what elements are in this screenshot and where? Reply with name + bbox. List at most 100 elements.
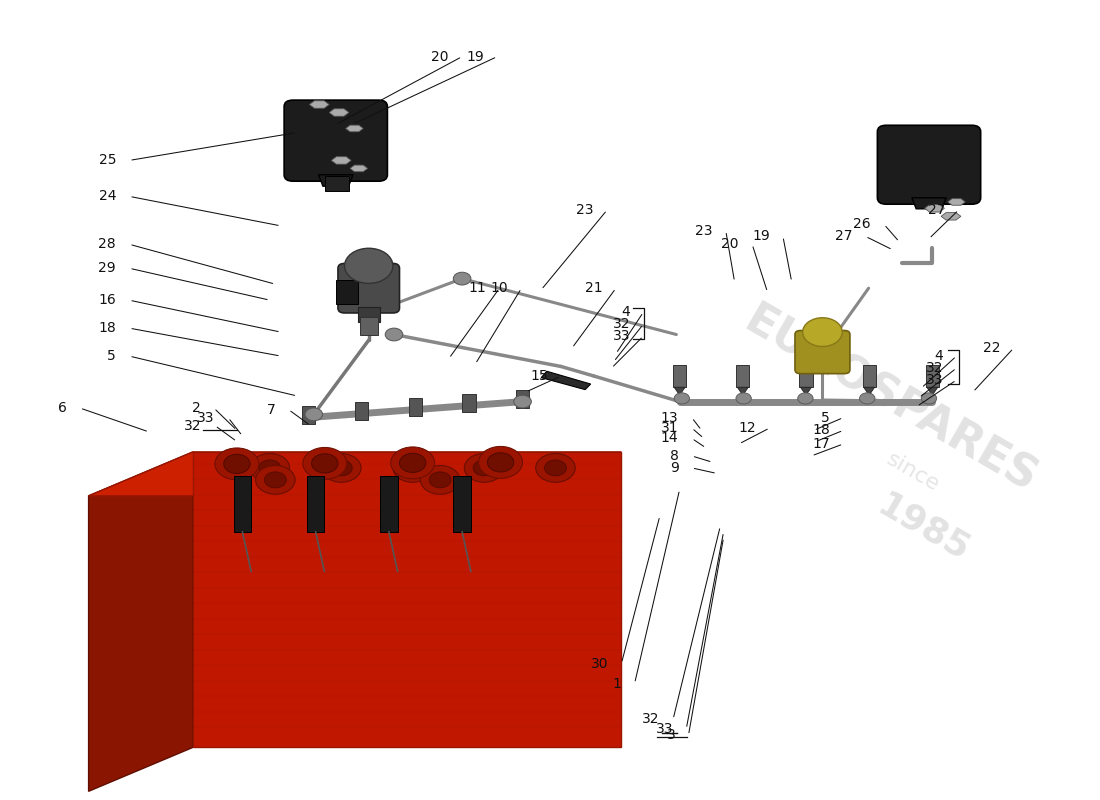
Circle shape xyxy=(420,466,460,494)
Text: 16: 16 xyxy=(98,293,116,307)
Text: 13: 13 xyxy=(661,410,679,425)
Text: 2: 2 xyxy=(191,401,200,415)
Text: 28: 28 xyxy=(98,238,116,251)
Text: 17: 17 xyxy=(813,437,830,451)
FancyBboxPatch shape xyxy=(338,263,399,313)
Circle shape xyxy=(453,272,471,285)
Text: 8: 8 xyxy=(670,449,679,463)
Circle shape xyxy=(390,447,435,479)
Bar xyxy=(862,365,876,387)
Text: 32: 32 xyxy=(926,361,944,375)
Text: 6: 6 xyxy=(57,401,67,415)
Text: 27: 27 xyxy=(928,203,946,217)
Text: 18: 18 xyxy=(813,423,830,438)
Bar xyxy=(307,476,324,532)
Bar xyxy=(453,476,471,532)
Polygon shape xyxy=(801,387,812,395)
Polygon shape xyxy=(89,452,192,791)
Polygon shape xyxy=(674,387,685,395)
Polygon shape xyxy=(925,205,945,212)
Circle shape xyxy=(264,472,286,488)
Text: 12: 12 xyxy=(739,421,757,435)
Bar xyxy=(409,398,422,416)
Text: 7: 7 xyxy=(266,402,275,417)
Text: 33: 33 xyxy=(197,410,215,425)
Circle shape xyxy=(311,454,338,473)
Bar xyxy=(673,365,686,387)
Circle shape xyxy=(674,393,690,404)
Text: 3: 3 xyxy=(667,729,675,742)
Text: since: since xyxy=(882,449,943,495)
FancyBboxPatch shape xyxy=(284,100,387,181)
Bar xyxy=(381,476,398,532)
Bar xyxy=(462,394,475,412)
Text: EUROSPARES: EUROSPARES xyxy=(737,298,1045,502)
Text: 20: 20 xyxy=(722,238,739,251)
Circle shape xyxy=(859,393,874,404)
FancyBboxPatch shape xyxy=(878,126,981,204)
Text: 30: 30 xyxy=(591,657,608,670)
Text: 4: 4 xyxy=(621,305,630,319)
Circle shape xyxy=(429,472,451,488)
Bar xyxy=(336,280,358,304)
Circle shape xyxy=(736,393,751,404)
Text: 1985: 1985 xyxy=(871,488,976,568)
FancyBboxPatch shape xyxy=(795,330,850,374)
Polygon shape xyxy=(864,387,874,395)
Circle shape xyxy=(487,453,514,472)
Polygon shape xyxy=(89,452,622,496)
Polygon shape xyxy=(319,174,353,186)
Polygon shape xyxy=(737,387,748,395)
Circle shape xyxy=(302,447,346,479)
Bar xyxy=(516,390,529,408)
Text: 25: 25 xyxy=(99,154,116,167)
Text: 19: 19 xyxy=(752,230,770,243)
Text: 29: 29 xyxy=(98,262,116,275)
Circle shape xyxy=(330,460,352,476)
Circle shape xyxy=(321,454,361,482)
Circle shape xyxy=(464,454,504,482)
Bar xyxy=(736,365,749,387)
Circle shape xyxy=(223,454,250,474)
Polygon shape xyxy=(927,387,938,395)
Circle shape xyxy=(258,460,280,476)
Text: 33: 33 xyxy=(613,329,630,343)
Text: 5: 5 xyxy=(822,410,830,425)
Text: 1: 1 xyxy=(613,677,621,690)
Polygon shape xyxy=(350,165,367,172)
Circle shape xyxy=(399,454,426,473)
Text: 22: 22 xyxy=(983,341,1000,355)
Text: 15: 15 xyxy=(530,369,548,383)
Circle shape xyxy=(214,448,258,480)
Text: 33: 33 xyxy=(926,373,944,387)
Text: 11: 11 xyxy=(469,281,486,295)
Polygon shape xyxy=(329,109,349,116)
Polygon shape xyxy=(948,198,966,206)
Text: 32: 32 xyxy=(642,713,660,726)
Circle shape xyxy=(250,454,289,482)
Polygon shape xyxy=(309,101,329,108)
Bar xyxy=(233,476,251,532)
Circle shape xyxy=(255,466,295,494)
Bar xyxy=(358,307,379,322)
Text: 18: 18 xyxy=(98,321,116,335)
Text: 5: 5 xyxy=(108,349,115,363)
Polygon shape xyxy=(331,157,351,164)
Circle shape xyxy=(402,460,424,476)
Circle shape xyxy=(478,446,522,478)
Circle shape xyxy=(798,393,813,404)
Text: 32: 32 xyxy=(613,317,630,331)
Text: 24: 24 xyxy=(99,190,116,203)
Text: 27: 27 xyxy=(835,230,852,243)
Circle shape xyxy=(385,328,403,341)
Circle shape xyxy=(514,395,531,408)
Text: 23: 23 xyxy=(695,224,713,238)
Text: 21: 21 xyxy=(585,281,603,295)
Polygon shape xyxy=(541,371,591,390)
Text: 33: 33 xyxy=(656,722,673,736)
Circle shape xyxy=(803,318,843,346)
Bar xyxy=(355,402,368,420)
Text: 9: 9 xyxy=(670,461,679,475)
Bar xyxy=(800,365,813,387)
Bar xyxy=(301,406,315,424)
